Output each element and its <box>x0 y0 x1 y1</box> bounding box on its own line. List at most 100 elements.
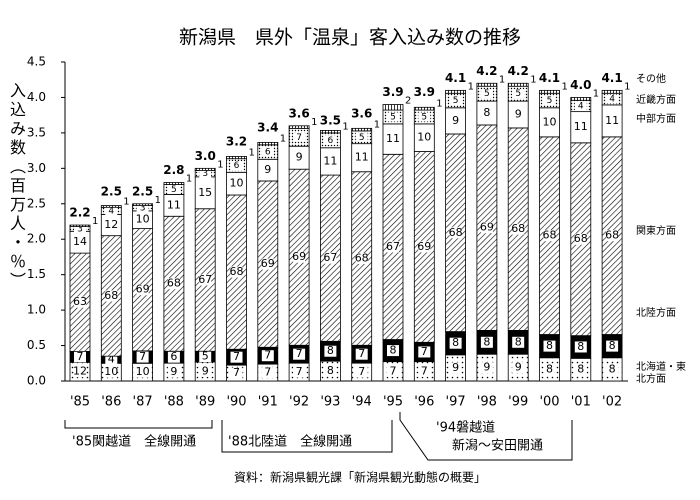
segment-label: 69 <box>480 221 494 234</box>
bar-segment <box>226 156 247 160</box>
segment-label: 9 <box>264 163 271 176</box>
label-bg <box>449 227 462 239</box>
segment-label: 8 <box>546 362 553 375</box>
label-bg <box>136 284 149 296</box>
segment-label: 8 <box>609 362 616 375</box>
label-bg <box>230 266 243 278</box>
label-bg <box>74 351 86 363</box>
segment-label: 5 <box>390 112 396 122</box>
segment-label: 1 <box>468 81 474 92</box>
segment-label: 4 <box>578 101 584 111</box>
label-bg <box>105 290 118 302</box>
bar-segment <box>539 89 560 94</box>
y-tick-label: 0.5 <box>27 338 46 352</box>
y-tick-label: 3.0 <box>27 161 46 175</box>
segment-label: 7 <box>296 365 303 378</box>
segment-label: 67 <box>198 273 212 286</box>
label-bg <box>543 116 556 128</box>
segment-label: 1 <box>342 121 348 132</box>
segment-label: 1 <box>155 195 161 206</box>
segment-label: 11 <box>605 114 619 127</box>
segment-label: 8 <box>577 340 584 353</box>
bracket <box>399 412 573 461</box>
segment-label: 7 <box>421 364 428 377</box>
segment-label: 8 <box>483 335 490 348</box>
segment-label: 7 <box>233 366 240 379</box>
label-bg <box>480 107 493 119</box>
label-bg <box>355 152 368 164</box>
label-bg <box>387 133 399 145</box>
segment-label: 69 <box>417 240 431 253</box>
segment-label: 10 <box>230 177 244 190</box>
bar-segment <box>319 130 341 134</box>
x-tick-label: '89 <box>195 395 215 410</box>
segment-label: 10 <box>104 365 118 378</box>
segment-label: 5 <box>547 96 553 106</box>
bar-segment <box>476 82 498 87</box>
segment-label: 68 <box>449 226 463 239</box>
segment-label: 1 <box>92 216 98 227</box>
label-bg <box>387 365 399 377</box>
segment-label: 8 <box>515 335 522 348</box>
label-bg <box>230 367 243 379</box>
label-bg <box>355 132 368 142</box>
legend-entry: 近畿方面 <box>636 95 676 106</box>
label-bg <box>167 184 180 194</box>
label-bg <box>293 152 306 164</box>
x-tick-label: '93 <box>320 395 340 410</box>
label-bg <box>480 336 493 348</box>
segment-label: 8 <box>609 339 616 352</box>
segment-label: 8 <box>327 364 334 377</box>
label-bg <box>512 336 525 348</box>
segment-label: 7 <box>233 350 240 363</box>
label-bg <box>105 354 118 366</box>
segment-label: 9 <box>515 361 522 374</box>
segment-label: 1 <box>311 117 317 128</box>
x-tick-label: '95 <box>383 395 403 410</box>
label-bg <box>324 252 337 264</box>
segment-label: 6 <box>234 161 240 171</box>
segment-label: 5 <box>453 96 459 106</box>
label-bg <box>574 341 587 353</box>
label-bg <box>418 365 431 377</box>
bar-segment <box>288 125 310 129</box>
label-bg <box>480 222 493 234</box>
segment-label: 7 <box>358 365 365 378</box>
segment-label: 3 <box>202 169 208 179</box>
segment-label: 69 <box>136 283 150 296</box>
label-bg <box>512 223 525 235</box>
label-bg <box>606 230 619 242</box>
x-tick-label: '92 <box>289 395 309 410</box>
segment-label: 10 <box>136 365 150 378</box>
segment-label: 7 <box>264 366 271 379</box>
segment-label: 11 <box>574 120 588 133</box>
x-tick-label: '86 <box>101 395 121 410</box>
label-bg <box>449 115 462 127</box>
label-bg <box>387 112 399 122</box>
segment-label: 1 <box>530 74 536 85</box>
segment-label: 12 <box>104 218 118 231</box>
segment-label: 6 <box>328 136 334 146</box>
y-tick-label: 1.5 <box>27 267 46 281</box>
x-tick-label: '88 <box>164 395 184 410</box>
bar-segment <box>507 82 529 87</box>
total-label: 4.1 <box>539 71 560 85</box>
x-tick-label: '96 <box>414 395 434 410</box>
segment-label: 9 <box>483 361 490 374</box>
bar-segment <box>163 182 185 185</box>
source: 資料：新潟県観光課「新潟県観光動態の概要」 <box>234 470 486 485</box>
label-bg <box>199 169 212 179</box>
label-bg <box>261 164 274 176</box>
legend-entry: その他 <box>636 74 666 85</box>
segment-label: 1 <box>186 174 192 185</box>
label-bg <box>74 224 86 234</box>
segment-label: 10 <box>417 131 431 144</box>
label-bg <box>355 366 368 378</box>
segment-label: 68 <box>355 252 369 265</box>
label-bg <box>606 94 619 104</box>
legend-entry: 北陸方面 <box>636 308 676 319</box>
label-bg <box>543 363 556 375</box>
label-bg <box>387 345 399 357</box>
segment-label: 9 <box>202 364 209 377</box>
total-label: 4.1 <box>601 71 622 85</box>
